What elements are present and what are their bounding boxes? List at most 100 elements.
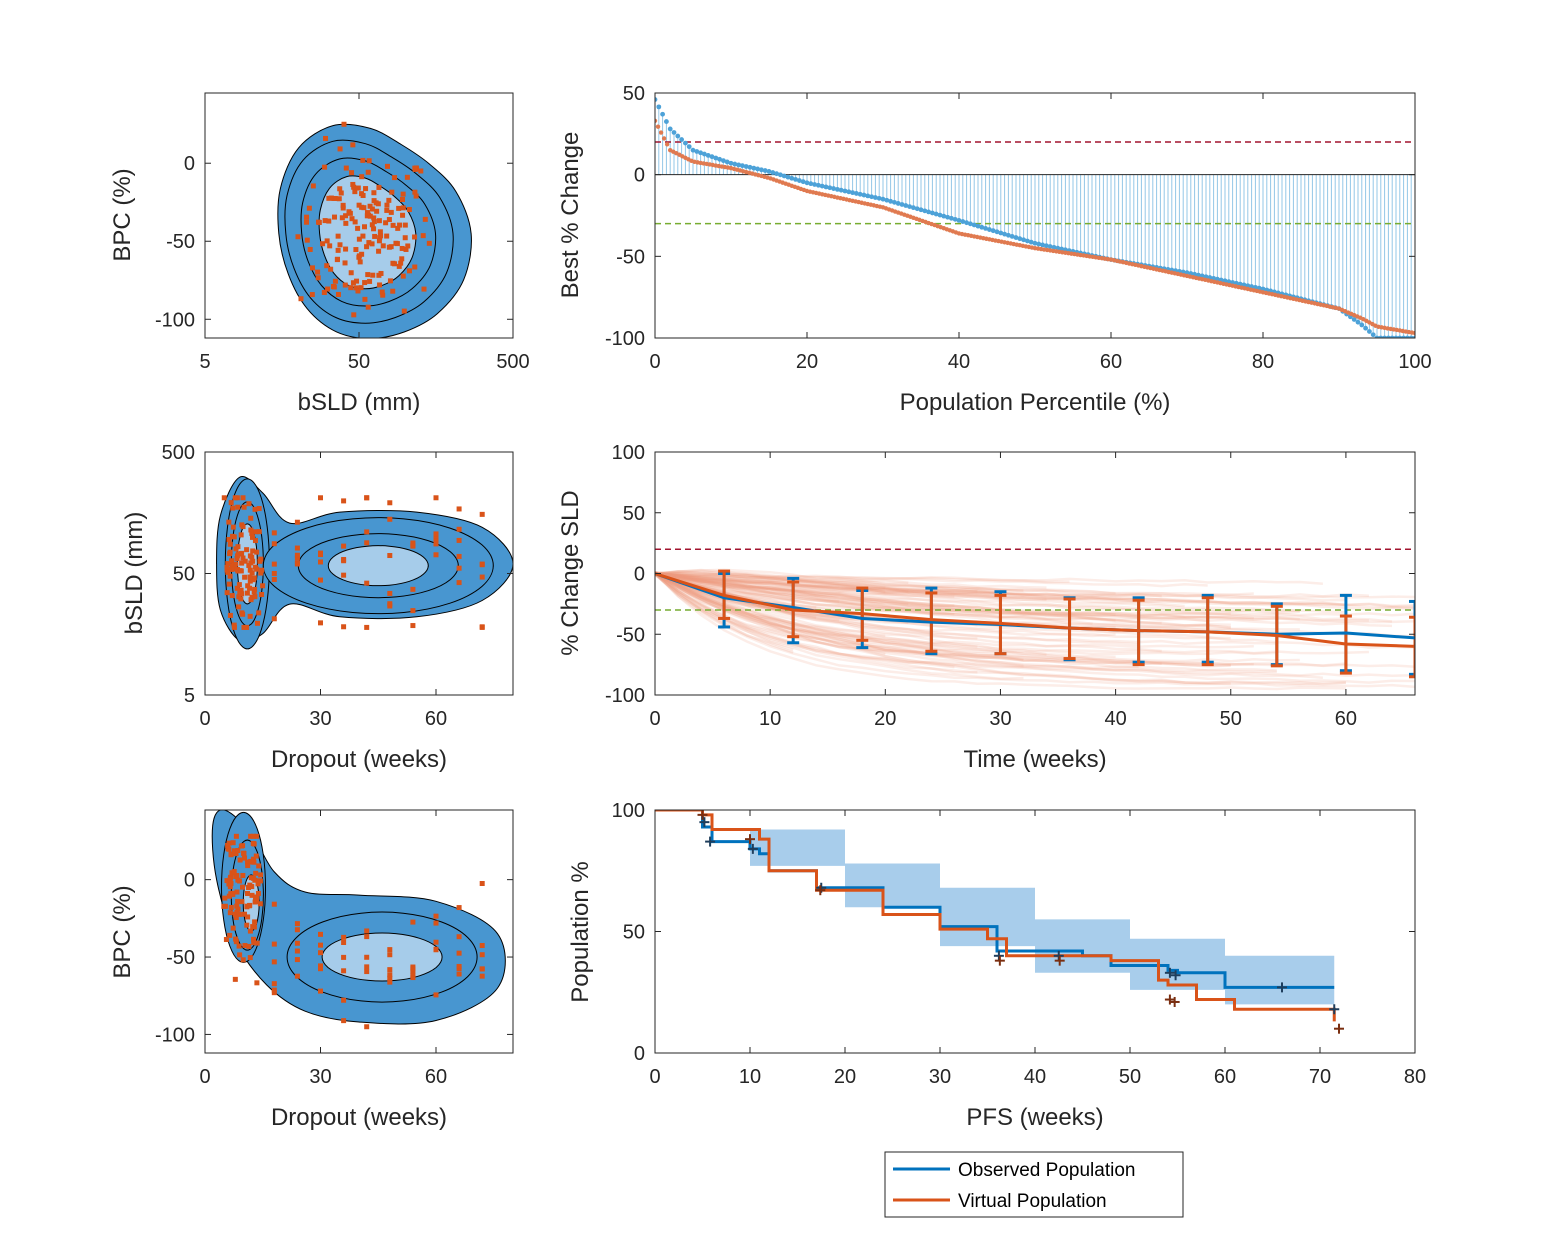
virtual-point — [399, 245, 405, 251]
virtual-trajectory — [655, 569, 955, 598]
virtual-point — [322, 164, 328, 170]
virtual-point — [387, 601, 393, 607]
y-tick-label: -100 — [155, 309, 195, 331]
observed-point — [1040, 242, 1045, 248]
observed-point — [683, 140, 688, 146]
virtual-point — [389, 189, 395, 195]
observed-point — [945, 214, 950, 220]
virtual-point — [227, 884, 233, 890]
virtual-mean-line — [655, 572, 1415, 648]
y-tick-label: -50 — [166, 231, 195, 253]
virtual-point — [341, 1018, 347, 1024]
observed-point — [698, 150, 703, 156]
observed-point — [1405, 335, 1410, 338]
observed-point — [1002, 231, 1007, 237]
virtual-trajectory — [655, 572, 1300, 663]
virtual-point — [227, 573, 233, 579]
virtual-point — [226, 519, 232, 525]
virtual-point — [223, 937, 229, 943]
virtual-point — [271, 987, 277, 993]
virtual-point — [365, 304, 371, 310]
virtual-point — [371, 226, 377, 232]
virtual-point — [304, 219, 310, 225]
virtual-point — [456, 526, 462, 532]
x-tick-label: 40 — [1104, 708, 1126, 730]
observed-point — [660, 111, 665, 117]
virtual-point — [271, 941, 277, 947]
virtual-point — [372, 233, 378, 239]
virtual-point — [247, 585, 253, 591]
virtual-trajectory — [655, 571, 886, 656]
virtual-point — [234, 889, 240, 895]
observed-point — [990, 228, 996, 234]
scatter-points — [295, 121, 432, 318]
observed-point — [721, 158, 726, 164]
observed-point — [914, 206, 920, 212]
observed-point — [789, 175, 795, 181]
virtual-point — [248, 859, 254, 865]
virtual-point — [323, 135, 329, 141]
virtual-point — [230, 891, 236, 897]
virtual-point — [377, 229, 383, 235]
virtual-point — [304, 214, 310, 220]
virtual-point — [271, 530, 277, 536]
virtual-point — [410, 542, 416, 548]
virtual-point — [246, 943, 252, 949]
virtual-point — [364, 529, 370, 535]
virtual-point — [231, 869, 237, 875]
virtual-point — [341, 624, 347, 630]
virtual-point — [412, 189, 418, 195]
virtual-point — [456, 506, 462, 512]
virtual-point — [309, 265, 315, 271]
virtual-trajectory — [655, 571, 1231, 686]
virtual-point — [248, 515, 254, 521]
legend-label-observed: Observed Population — [958, 1160, 1135, 1181]
observed-point — [880, 196, 886, 202]
observed-point — [918, 207, 924, 213]
stems — [655, 99, 1415, 338]
observed-point — [983, 226, 988, 231]
virtual-point — [456, 934, 462, 940]
virtual-point — [252, 877, 258, 883]
observed-point — [781, 173, 787, 179]
y-tick-label: 50 — [623, 503, 645, 525]
virtual-point — [341, 997, 347, 1003]
virtual-point — [402, 235, 408, 241]
x-tick-label: 30 — [929, 1066, 951, 1088]
virtual-point — [238, 568, 244, 574]
virtual-point — [324, 238, 330, 244]
observed-point — [1044, 243, 1049, 249]
virtual-point — [356, 236, 362, 242]
virtual-point — [387, 278, 393, 284]
virtual-trajectory — [655, 572, 1116, 596]
virtual-point — [346, 209, 352, 215]
virtual-point — [258, 570, 264, 576]
observed-point — [751, 165, 757, 171]
observed-point — [1389, 335, 1395, 338]
observed-point — [819, 183, 825, 189]
observed-point — [869, 194, 874, 200]
y-axis-label: % Change SLD — [557, 490, 584, 655]
virtual-trajectory — [655, 572, 1024, 662]
virtual-point — [294, 921, 300, 927]
virtual-point — [410, 586, 416, 592]
x-tick-label: 0 — [199, 1066, 210, 1088]
virtual-point — [251, 859, 257, 865]
virtual-point — [337, 146, 343, 152]
observed-point — [709, 154, 715, 160]
virtual-trajectory — [655, 573, 1277, 673]
observed-point — [1047, 244, 1053, 249]
virtual-point — [318, 942, 323, 948]
observed-point — [941, 213, 947, 219]
observed-point — [926, 209, 931, 215]
virtual-point — [244, 547, 250, 553]
observed-point — [800, 179, 806, 185]
confidence-band — [655, 810, 1335, 1010]
virtual-point — [294, 940, 300, 946]
x-ticks: 0 10 20 30 40 50 60 — [649, 452, 1357, 730]
virtual-point — [227, 541, 233, 547]
observed-point — [1025, 238, 1030, 244]
virtual-point — [361, 205, 367, 211]
observed-point — [1036, 241, 1042, 247]
virtual-point — [378, 270, 384, 276]
